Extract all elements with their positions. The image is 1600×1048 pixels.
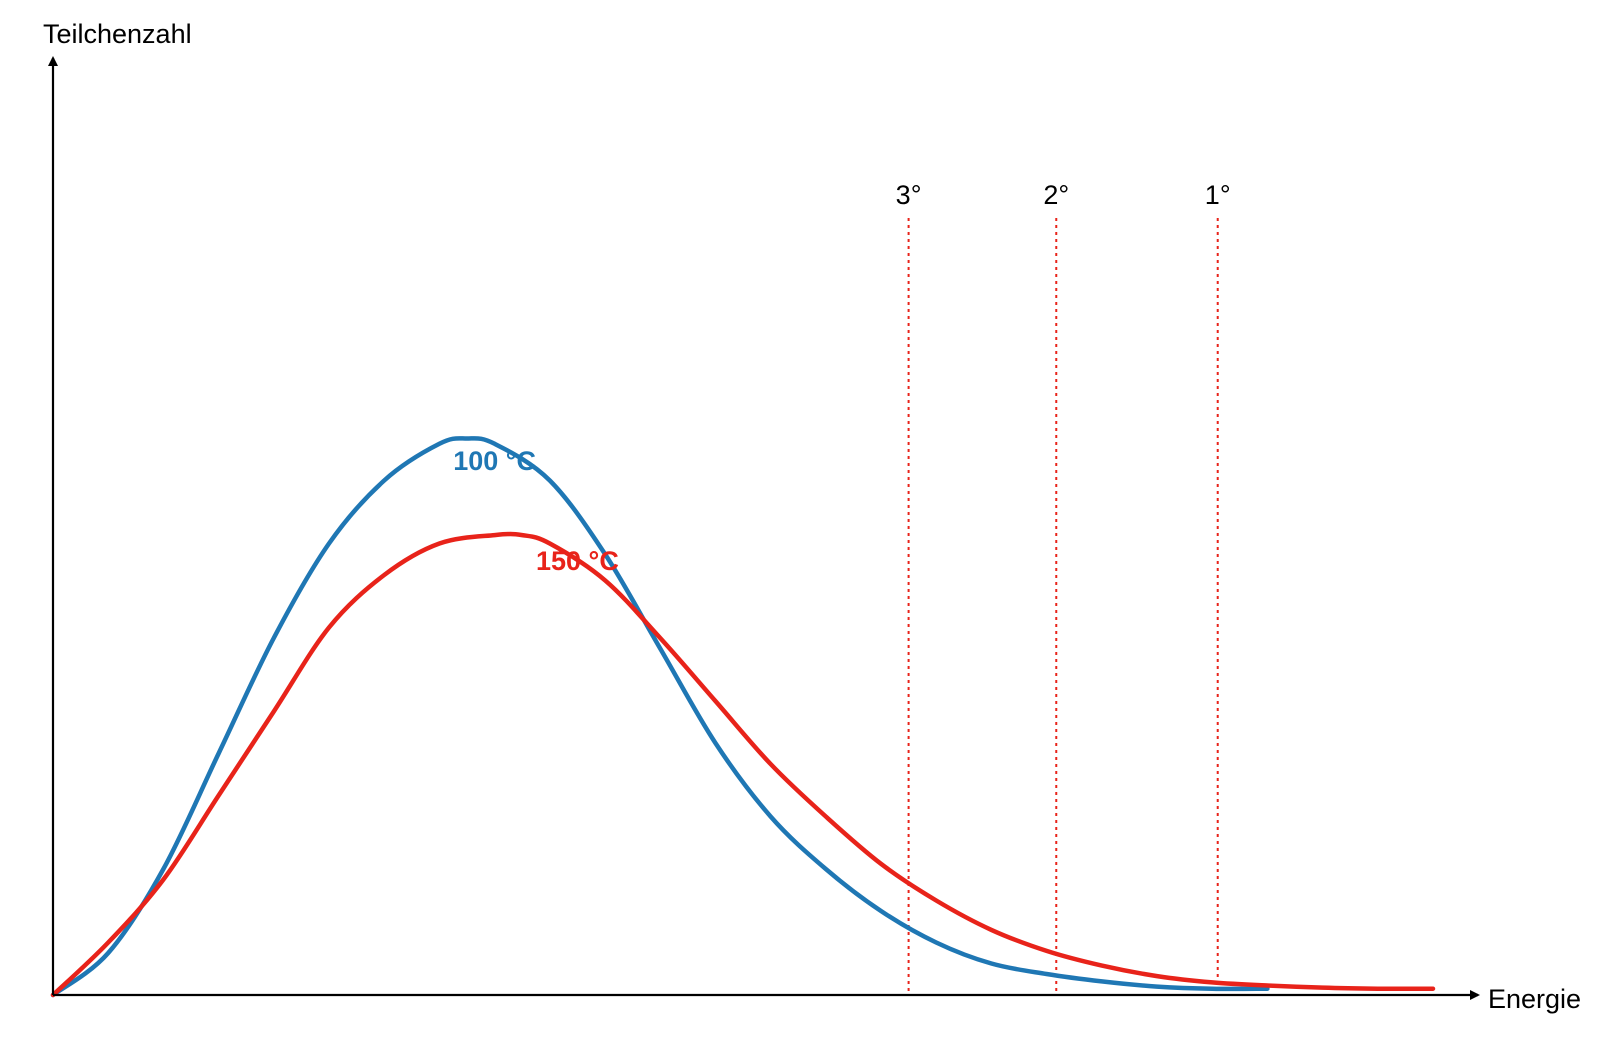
series-label-2: 150 °C	[536, 546, 619, 576]
marker-label-2: 2°	[1043, 180, 1069, 210]
series-label-1: 100 °C	[453, 446, 536, 476]
x-axis-title: Energie	[1488, 984, 1581, 1014]
y-axis-title: Teilchenzahl	[43, 19, 192, 49]
marker-label-1: 3°	[896, 180, 922, 210]
vertical-markers: 3° 2° 1°	[896, 180, 1231, 995]
marker-label-3: 1°	[1205, 180, 1231, 210]
curves	[50, 436, 1436, 998]
series-labels: 100 °C 150 °C	[453, 446, 619, 576]
series-line-2	[50, 531, 1436, 998]
series-line-1	[50, 436, 1270, 998]
